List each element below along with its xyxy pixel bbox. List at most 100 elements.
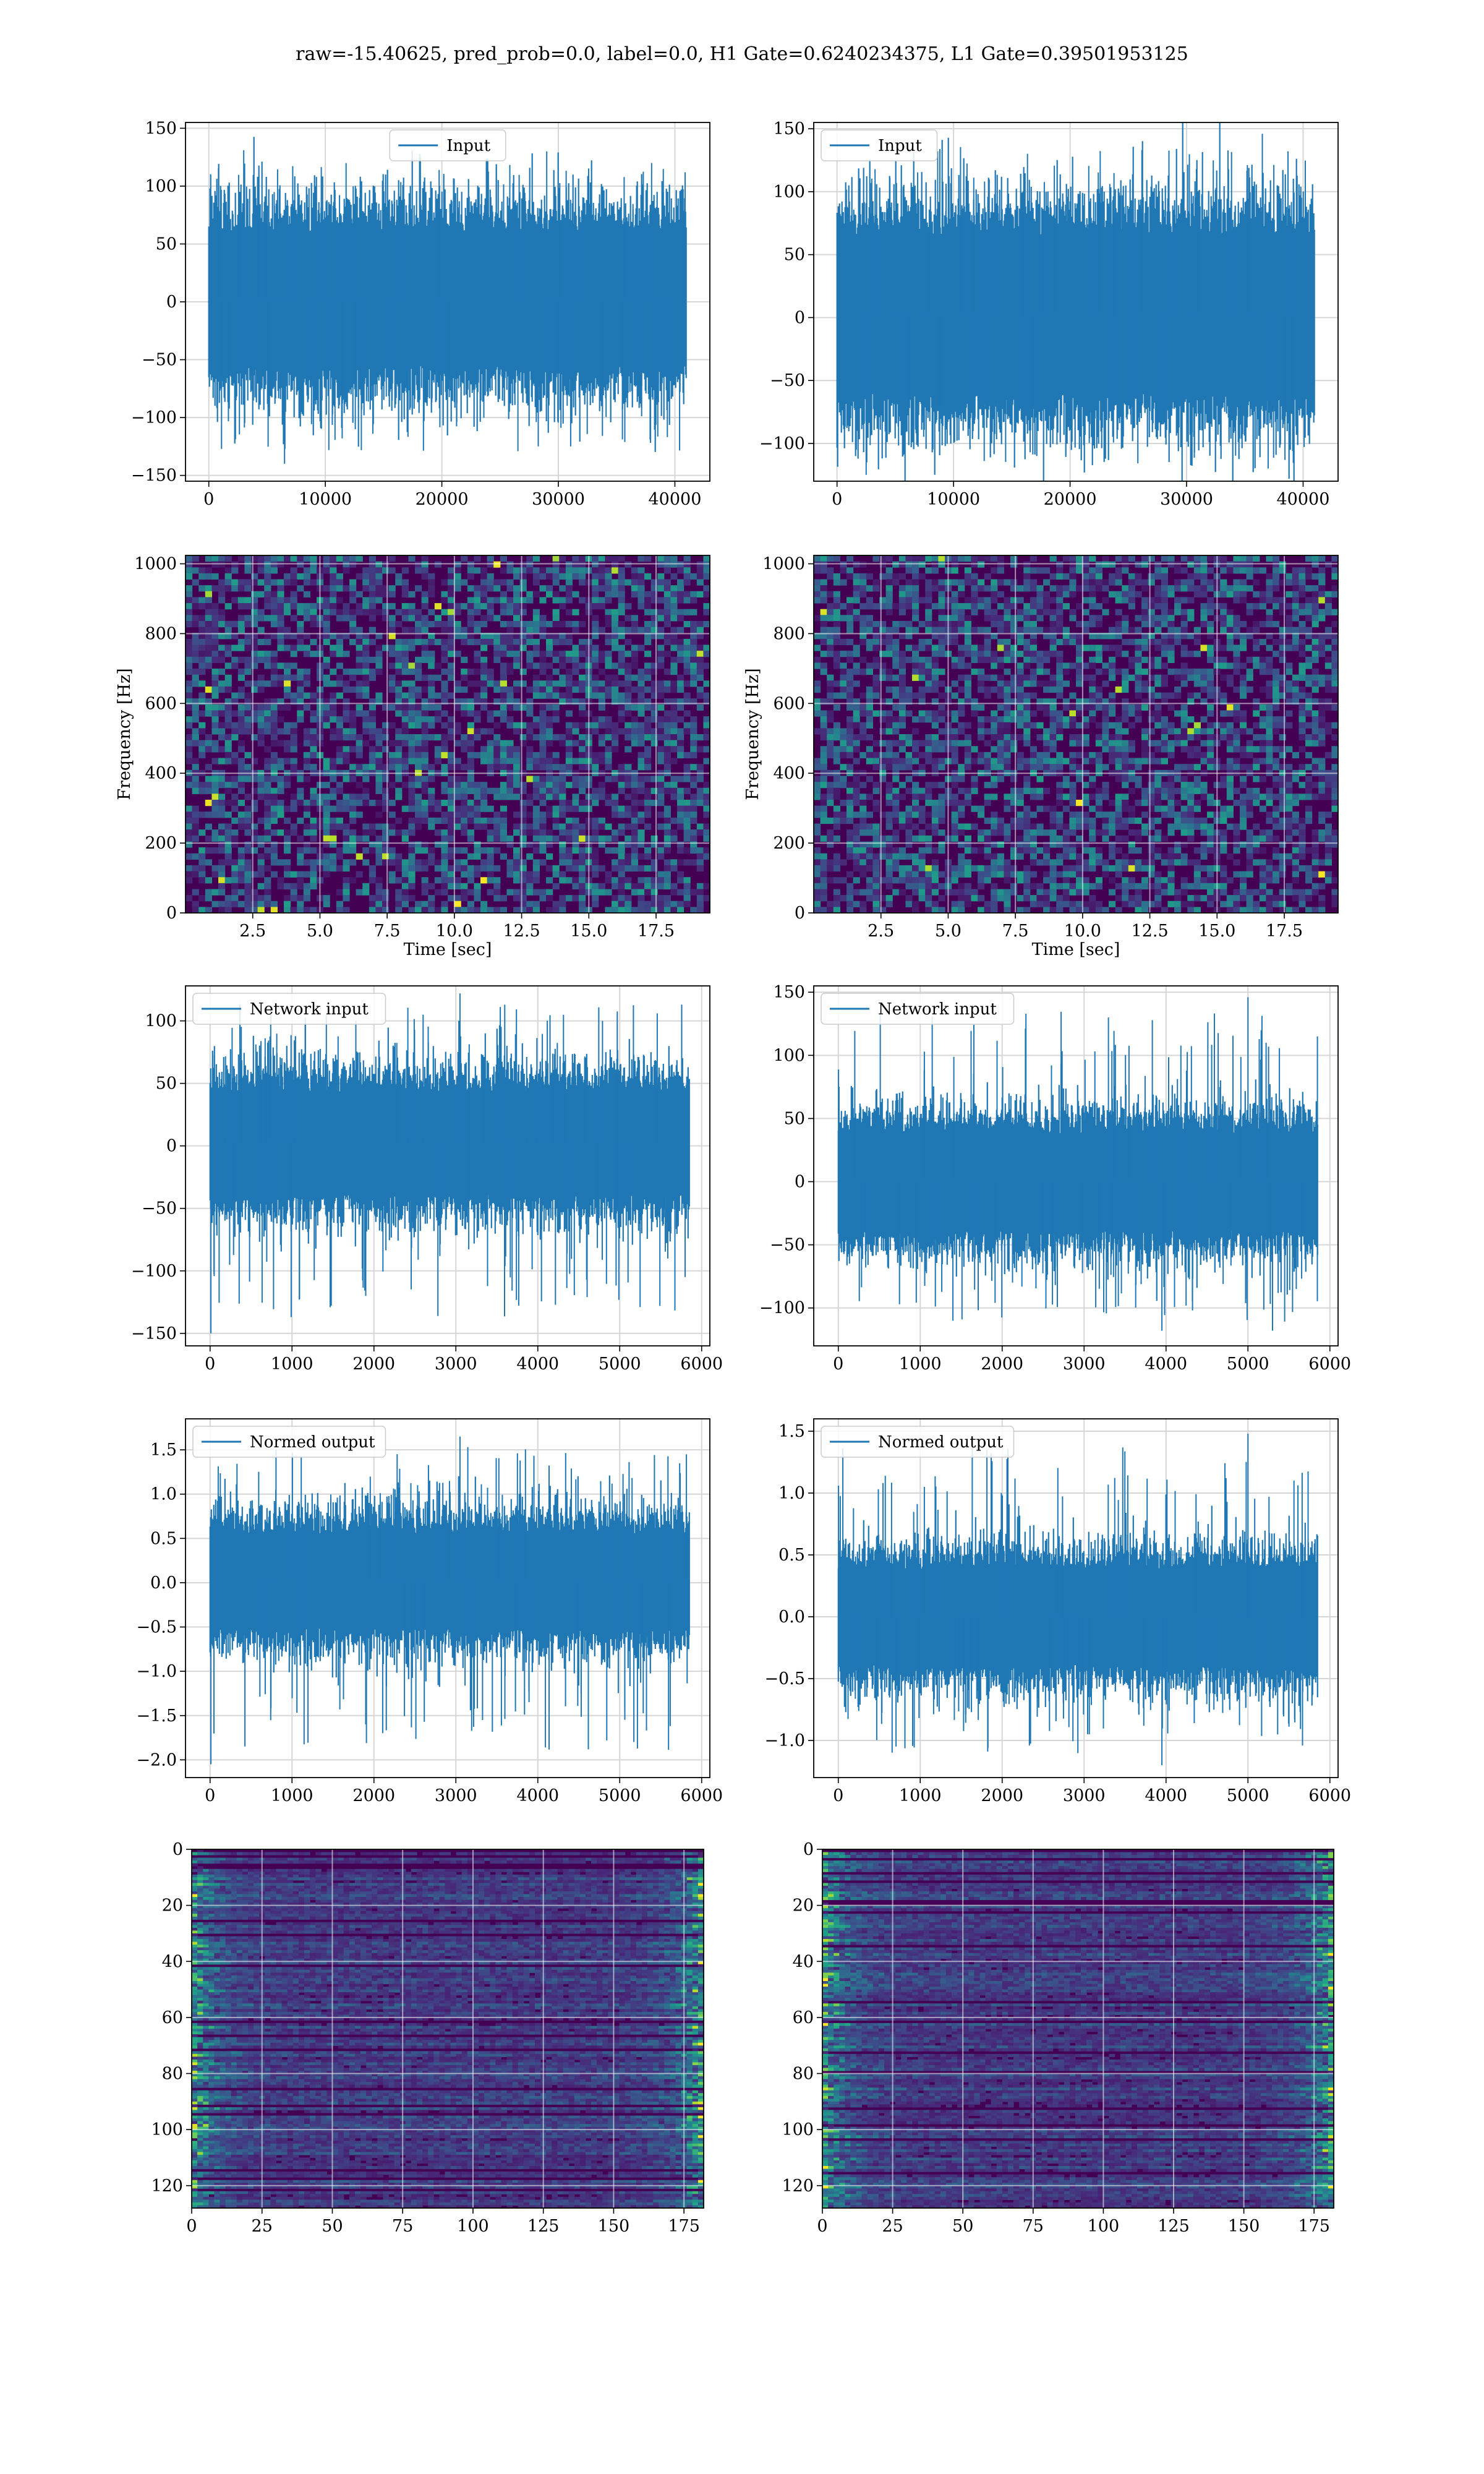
- spectrogram-cell: [918, 638, 926, 646]
- spectrogram-cell: [480, 585, 488, 592]
- spectrogram-cell: [532, 716, 540, 723]
- spectrogram-cell: [500, 651, 507, 657]
- spectrogram-cell: [552, 573, 560, 580]
- spectrogram-cell: [395, 621, 403, 628]
- spectrogram-cell: [1253, 704, 1260, 711]
- spectrogram-cell: [1298, 692, 1306, 699]
- spectrogram-cell: [559, 823, 566, 830]
- spectrogram-cell: [991, 656, 998, 663]
- spectrogram-cell: [1193, 627, 1201, 633]
- spectrogram-cell: [257, 883, 265, 889]
- spectrogram-cell: [1109, 704, 1116, 711]
- spectrogram-cell: [467, 889, 474, 896]
- spectrogram-cell: [205, 662, 212, 669]
- spectrogram-cell: [421, 674, 429, 681]
- spectrogram-cell: [1023, 674, 1031, 681]
- spectrogram-cell: [284, 686, 291, 693]
- input-l1-plot-area: [814, 122, 1338, 481]
- spectrogram-cell: [1161, 680, 1168, 687]
- spectrogram-cell: [532, 686, 540, 693]
- spectrogram-cell: [1141, 758, 1149, 764]
- spectrogram-cell: [605, 609, 612, 615]
- spectrogram-cell: [1331, 734, 1338, 741]
- spectrogram-cell: [513, 811, 521, 818]
- spectrogram-cell: [1187, 651, 1195, 657]
- spectrogram-cell: [1324, 728, 1332, 735]
- spectrogram-cell: [434, 859, 441, 866]
- spectrogram-cell: [480, 877, 488, 884]
- spectrogram-cell: [592, 615, 599, 622]
- spectrogram-cell: [898, 722, 906, 729]
- spectrogram-cell: [1128, 555, 1135, 562]
- spectrogram-cell: [415, 764, 422, 771]
- spectrogram-cell: [677, 787, 684, 794]
- spectrogram-cell: [244, 871, 252, 878]
- spectrogram-cell: [539, 627, 547, 633]
- spectrogram-cell: [1089, 751, 1096, 759]
- spectrogram-cell: [506, 740, 514, 747]
- spectrogram-cell: [1286, 746, 1293, 753]
- spectrogram-cell: [592, 716, 599, 723]
- x-tick-label: 20000: [1044, 490, 1097, 509]
- spectrogram-cell: [441, 907, 448, 913]
- spectrogram-cell: [833, 662, 840, 669]
- spectrogram-cell: [1128, 603, 1135, 610]
- spectrogram-cell: [1102, 704, 1109, 711]
- spectrogram-cell: [1109, 644, 1116, 651]
- spectrogram-cell: [532, 782, 540, 789]
- spectrogram-cell: [349, 638, 357, 646]
- spectrogram-cell: [1318, 579, 1326, 586]
- spectrogram-cell: [1141, 669, 1149, 675]
- spectrogram-cell: [237, 782, 245, 789]
- spectrogram-cell: [820, 710, 827, 717]
- spectrogram-cell: [237, 823, 245, 830]
- spectrogram-cell: [388, 751, 396, 759]
- spectrogram-cell: [1161, 692, 1168, 699]
- spectrogram-cell: [375, 907, 383, 913]
- spectrogram-cell: [421, 710, 429, 717]
- spectrogram-cell: [1246, 633, 1253, 640]
- spectrogram-cell: [565, 800, 573, 807]
- spectrogram-cell: [1220, 603, 1227, 610]
- spectrogram-cell: [192, 782, 199, 789]
- spectrogram-cell: [277, 555, 284, 562]
- legend: Input: [389, 129, 506, 161]
- spectrogram-cell: [388, 853, 396, 860]
- spectrogram-cell: [670, 907, 678, 913]
- spectrogram-cell: [958, 615, 965, 622]
- spectrogram-cell: [1180, 567, 1188, 574]
- spectrogram-cell: [997, 716, 1004, 723]
- spectrogram-cell: [1089, 692, 1096, 699]
- spectrogram-cell: [1273, 674, 1280, 681]
- spectrogram-cell: [565, 877, 573, 884]
- spectrogram-cell: [270, 656, 278, 663]
- spectrogram-cell: [1266, 722, 1273, 729]
- spectrogram-cell: [218, 782, 226, 789]
- spectrogram-cell: [1311, 740, 1319, 747]
- spectrogram-cell: [441, 865, 448, 872]
- spectrogram-cell: [859, 751, 867, 759]
- spectrogram-cell: [1331, 585, 1338, 592]
- spectrogram-cell: [1311, 555, 1319, 562]
- spectrogram-cell: [1109, 656, 1116, 663]
- spectrogram-cell: [1023, 710, 1031, 717]
- spectrogram-cell: [303, 805, 310, 812]
- spectrogram-cell: [559, 692, 566, 699]
- spectrogram-cell: [971, 603, 978, 610]
- spectrogram-cell: [461, 865, 468, 872]
- spectrogram-cell: [343, 669, 350, 675]
- spectrogram-cell: [186, 805, 193, 812]
- spectrogram-cell: [251, 829, 258, 836]
- spectrogram-cell: [336, 865, 343, 872]
- spectrogram-cell: [1010, 603, 1018, 610]
- spectrogram-cell: [559, 805, 566, 812]
- spectrogram-cell: [428, 800, 435, 807]
- spectrogram-cell: [1148, 597, 1155, 604]
- spectrogram-cell: [677, 644, 684, 651]
- spectrogram-cell: [218, 680, 226, 687]
- spectrogram-cell: [408, 704, 416, 711]
- spectrogram-cell: [395, 817, 403, 824]
- spectrogram-cell: [1167, 621, 1175, 628]
- spectrogram-cell: [592, 651, 599, 657]
- spectrogram-cell: [859, 638, 867, 646]
